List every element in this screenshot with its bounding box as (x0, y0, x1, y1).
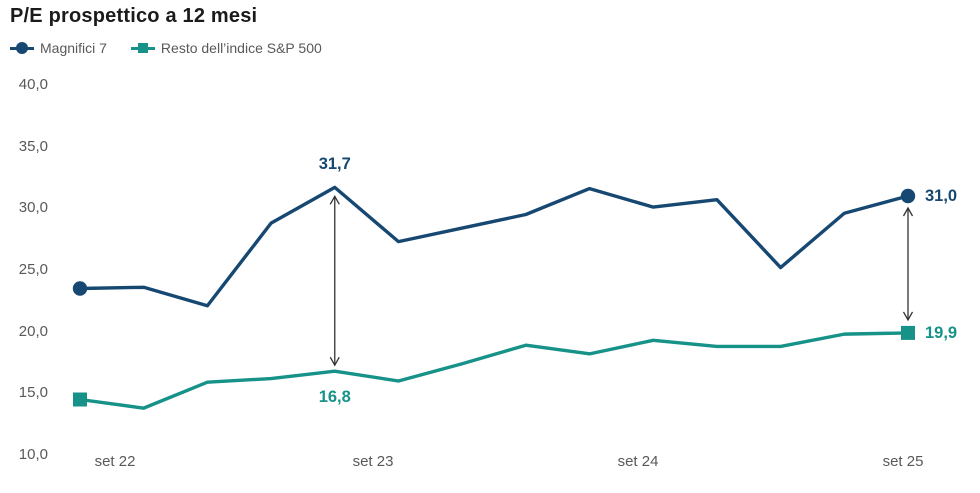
x-axis-tick-label: set 24 (617, 453, 659, 470)
valuation-gap-arrow (329, 195, 340, 367)
series-line-resto-sp500 (79, 331, 909, 410)
legend-item-magnifici-7: Magnifici 7 (10, 40, 107, 56)
series-line-magnifici-7 (79, 185, 909, 308)
y-axis-tick-label: 15,0 (18, 384, 48, 402)
x-axis-tick-label: set 25 (882, 453, 924, 470)
chart-legend: Magnifici 7 Resto dell’indice S&P 500 (10, 40, 322, 56)
y-axis-tick-label: 25,0 (18, 261, 48, 278)
square-data-marker-icon (73, 392, 87, 407)
x-axis-tick-label: set 22 (94, 453, 136, 470)
y-axis-tick-label: 20,0 (18, 322, 48, 340)
legend-item-resto-sp500: Resto dell’indice S&P 500 (130, 40, 322, 56)
y-axis-tick-label: 35,0 (18, 137, 48, 155)
y-axis-tick-label: 30,0 (18, 199, 48, 217)
y-axis-tick-label: 40,0 (18, 76, 48, 93)
line-square-marker-icon (130, 41, 155, 55)
line-circle-marker-icon (10, 41, 34, 55)
circle-data-marker-icon (72, 281, 88, 296)
data-value-label: 31,0 (925, 187, 958, 205)
y-axis-tick-label: 10,0 (18, 446, 48, 463)
circle-data-marker-icon (900, 188, 916, 204)
valuation-gap-arrow (902, 206, 914, 322)
data-value-label: 16,8 (318, 388, 351, 407)
legend-label-magnifici-7: Magnifici 7 (40, 40, 107, 56)
data-value-label: 31,7 (318, 155, 351, 174)
square-data-marker-icon (901, 325, 915, 340)
x-axis-tick-label: set 23 (352, 453, 394, 470)
data-value-label: 19,9 (925, 323, 958, 342)
chart-title: P/E prospettico a 12 mesi (10, 5, 258, 27)
legend-label-resto-sp500: Resto dell’indice S&P 500 (160, 40, 322, 56)
